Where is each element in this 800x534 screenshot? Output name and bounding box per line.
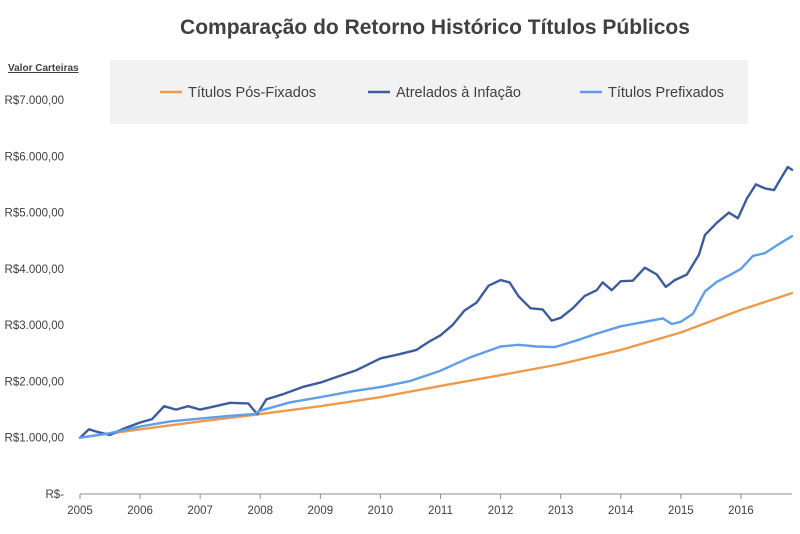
x-tick-label: 2014 — [608, 505, 634, 517]
legend: Títulos Pós-Fixados Atrelados à Infação Tí… — [110, 60, 748, 124]
legend-label-3: Títulos Prefixados — [608, 85, 724, 101]
x-tick-label: 2016 — [728, 505, 754, 517]
x-tick-label: 2007 — [187, 505, 213, 517]
x-tick-label: 2015 — [668, 505, 694, 517]
y-tick-label: R$3.000,00 — [5, 320, 64, 332]
y-axis-label: Valor Carteiras — [8, 63, 79, 74]
x-tick-label: 2012 — [488, 505, 514, 517]
series-line-1 — [78, 291, 794, 439]
x-tick-label: 2006 — [127, 505, 153, 517]
plot-area — [78, 165, 794, 439]
x-tick-label: 2009 — [308, 505, 334, 517]
legend-box — [110, 60, 748, 124]
legend-label-2: Atrelados à Infação — [396, 85, 521, 101]
series-line-2 — [78, 165, 794, 439]
y-tick-label: R$4.000,00 — [5, 264, 64, 276]
y-tick-label: R$5.000,00 — [5, 208, 64, 220]
y-tick-label: R$7.000,00 — [5, 95, 64, 107]
y-tick-label: R$2.000,00 — [5, 376, 64, 388]
y-tick-label: R$6.000,00 — [5, 151, 64, 163]
x-tick-label: 2011 — [428, 505, 453, 517]
x-tick-label: 2008 — [247, 505, 273, 517]
y-axis: R$- R$1.000,00 R$2.000,00 R$3.000,00 R$4.000… — [5, 95, 65, 501]
series-line-3 — [78, 234, 794, 439]
y-tick-label: R$- — [45, 489, 64, 501]
chart-title: Comparação do Retorno Histórico Títulos … — [180, 16, 690, 39]
x-axis: 2005 2006 2007 2008 2009 2010 2011 2012 2013 2014… — [67, 493, 792, 517]
x-tick-label: 2005 — [67, 505, 93, 517]
x-tick-label: 2013 — [548, 505, 574, 517]
y-tick-label: R$1.000,00 — [5, 433, 64, 445]
legend-label-1: Títulos Pós-Fixados — [188, 85, 316, 101]
x-tick-label: 2010 — [368, 505, 394, 517]
